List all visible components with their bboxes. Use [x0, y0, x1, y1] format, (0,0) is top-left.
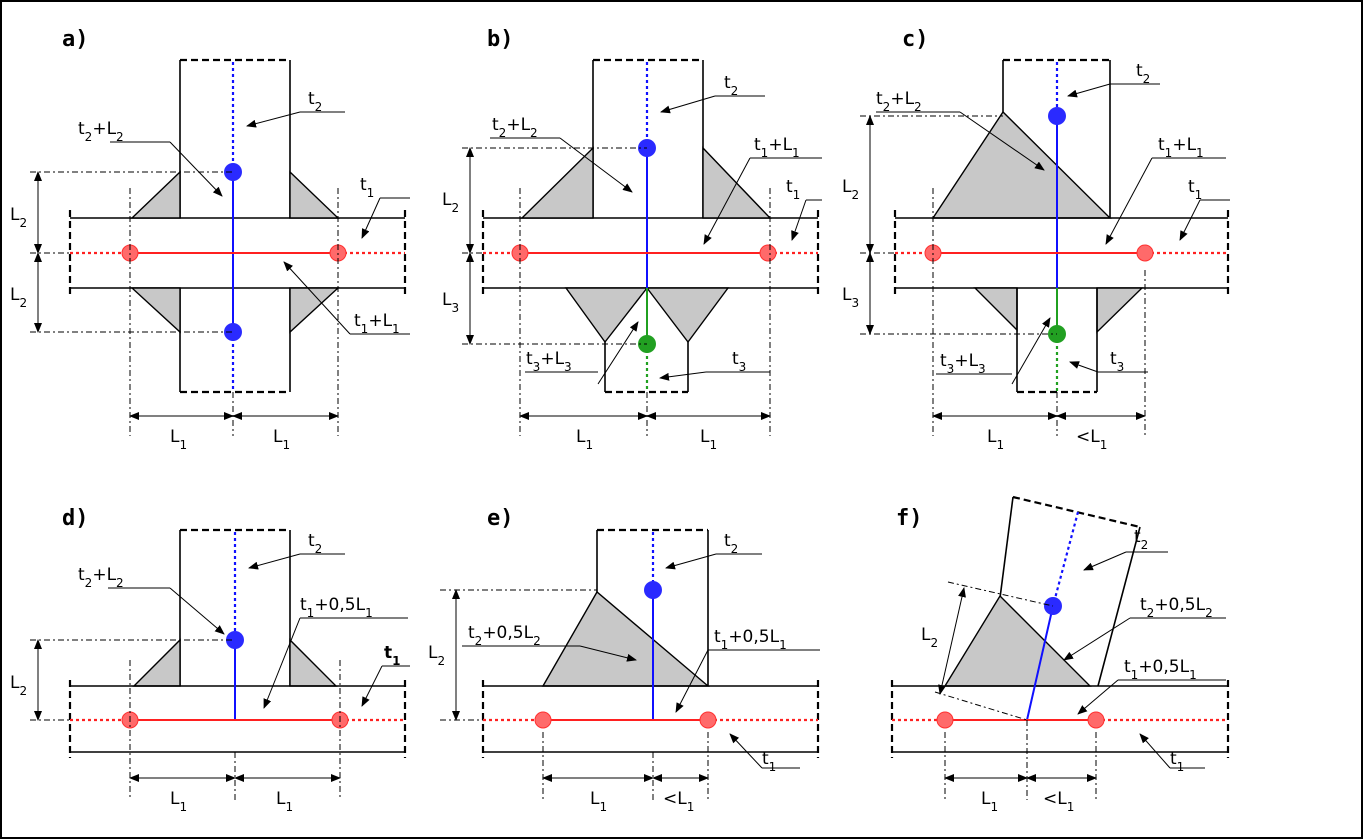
dim-label: L1: [170, 789, 187, 814]
panel-e: e) L2 L1 <L1 t2 t2+0,5L2 t: [428, 506, 820, 814]
label-t1: t1: [786, 177, 800, 202]
label-t2-l2: t2+L2: [78, 565, 124, 590]
dim-label: L2: [442, 190, 459, 215]
label-t3: t3: [732, 349, 746, 374]
dim-label: <L1: [663, 789, 694, 814]
label-t2: t2: [1136, 61, 1150, 86]
label-t2-l2: t2+0,5L2: [1140, 595, 1213, 620]
panel-title: f): [896, 506, 923, 531]
panel-c: c) L2 L3 L1 <L: [842, 27, 1230, 452]
label-t3-l3: t3+L3: [526, 349, 572, 374]
dim-label: <L1: [1043, 789, 1074, 814]
panel-d: d) L2 L1 L1 t2 t2+L2: [10, 506, 410, 814]
dim-label: L1: [981, 789, 998, 814]
label-t3: t3: [1110, 349, 1124, 374]
label-t2-l2: t2+0,5L2: [468, 623, 541, 648]
dim-label: L1: [170, 427, 187, 452]
panel-title: c): [902, 27, 929, 52]
label-t1-l1: t1+0,5L1: [714, 627, 787, 652]
panel-a: a) L2 L2: [10, 27, 410, 452]
label-t2: t2: [724, 531, 738, 556]
label-t1-l1: t1+L1: [754, 135, 800, 160]
label-t1-l1: t1+L1: [1158, 135, 1204, 160]
dim-label: L2: [428, 643, 445, 668]
dim-label: <L1: [1076, 427, 1107, 452]
dim-label: L2: [10, 673, 27, 698]
label-t1: t1: [1188, 177, 1202, 202]
dim-label: L2: [842, 177, 859, 202]
dim-label: L2: [10, 205, 27, 230]
dim-label: L1: [576, 427, 593, 452]
label-t2: t2: [308, 531, 322, 556]
label-t1: t1: [384, 643, 401, 668]
dim-label: L1: [273, 427, 290, 452]
dim-label: L3: [842, 285, 859, 310]
label-t1-l1: t1+0,5L1: [300, 595, 373, 620]
panel-f: f) L2 L1 <L1 t2 t2+0,5L2 t: [890, 495, 1230, 814]
panel-b: b) L2 L3 L1: [442, 27, 822, 452]
label-t2: t2: [308, 89, 322, 114]
gusset: [289, 287, 340, 334]
dim-label: L1: [276, 789, 293, 814]
label-t3-l3: t3+L3: [940, 351, 986, 376]
dim-label: L2: [10, 285, 27, 310]
label-t2: t2: [1134, 527, 1148, 552]
dim-label: L2: [921, 625, 938, 650]
panel-title: e): [487, 506, 514, 531]
label-t2: t2: [724, 73, 738, 98]
panel-title: a): [62, 27, 89, 52]
gusset: [130, 170, 181, 219]
panel-title: d): [62, 506, 89, 531]
dim-label: L1: [700, 427, 717, 452]
dim-label: L1: [987, 427, 1004, 452]
label-t1-l1: t1+0,5L1: [1124, 657, 1197, 682]
label-t2-l2: t2+L2: [876, 89, 922, 114]
label-t1-l1: t1+L1: [354, 311, 400, 336]
label-t2-l2: t2+L2: [492, 115, 538, 140]
dim-label: L3: [442, 290, 459, 315]
panel-title: b): [487, 27, 514, 52]
label-t2-l2: t2+L2: [78, 119, 124, 144]
label-t1: t1: [360, 175, 374, 200]
gusset: [289, 170, 340, 219]
gusset: [130, 287, 181, 334]
dim-label: L1: [590, 789, 607, 814]
